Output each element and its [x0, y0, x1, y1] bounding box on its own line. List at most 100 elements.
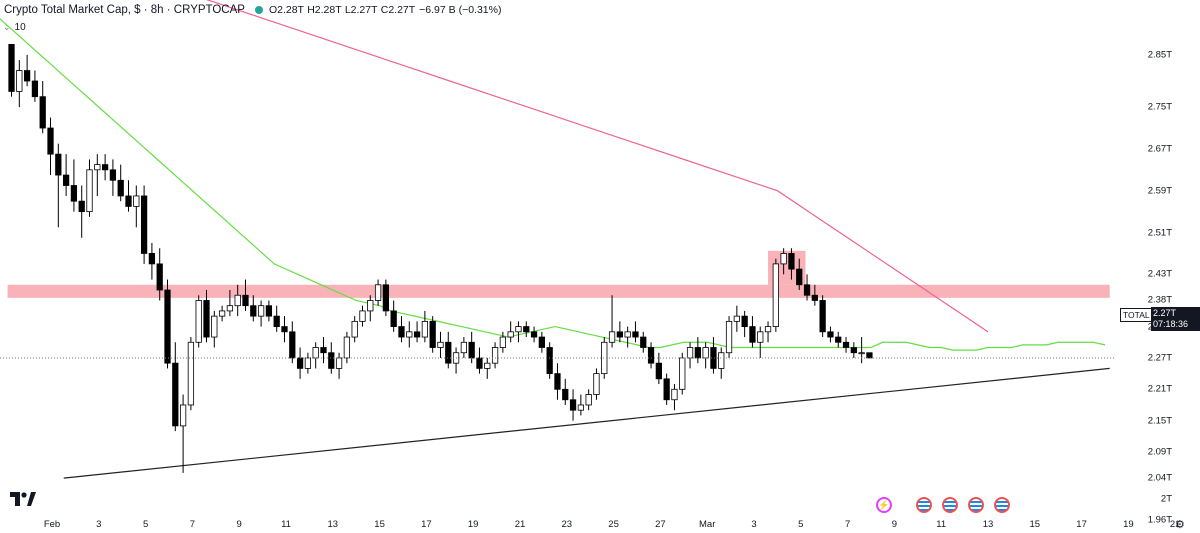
candle	[8, 44, 15, 97]
candle	[78, 185, 85, 238]
chart-header: Crypto Total Market Cap, $ · 8h · CRYPTO…	[0, 0, 501, 20]
time-tick-label: 19	[1123, 519, 1134, 530]
gear-icon[interactable]: ⚙	[1175, 519, 1185, 531]
candle-body	[164, 289, 171, 364]
candle-body	[62, 174, 70, 186]
candle-body	[655, 362, 662, 380]
chevron-down-icon[interactable]: ⌄	[3, 22, 11, 32]
candle-body	[421, 320, 429, 338]
us-flag-event-icon[interactable]	[942, 497, 958, 513]
candle-body	[31, 80, 39, 98]
candle-body	[616, 331, 623, 338]
candle-body	[328, 352, 335, 369]
candle	[328, 342, 335, 374]
ma-slow-line	[206, 0, 989, 333]
candle-body	[226, 305, 234, 312]
candle-body	[179, 404, 187, 427]
candle-body	[140, 195, 148, 254]
candle	[663, 373, 670, 405]
tradingview-logo-icon[interactable]	[10, 492, 36, 511]
candle-body	[156, 263, 163, 291]
candle	[140, 185, 148, 264]
candle-body	[47, 127, 54, 155]
candle-body	[491, 347, 499, 364]
candle	[351, 316, 358, 343]
candle	[632, 321, 639, 343]
candle-body	[811, 294, 818, 301]
candle-body	[663, 378, 670, 401]
candle	[211, 310, 218, 348]
candle-body	[437, 341, 444, 348]
ohlc-low: L2.27T	[344, 4, 378, 16]
candle-body	[819, 300, 826, 333]
candle	[858, 337, 865, 364]
candle	[608, 295, 616, 348]
candle-body	[265, 305, 273, 317]
indicator-legend[interactable]: ⌄ 10	[3, 22, 26, 33]
resistance-zone	[7, 284, 1110, 298]
candle	[242, 279, 249, 311]
candle	[187, 337, 195, 411]
candle	[640, 331, 647, 353]
candle	[562, 378, 569, 405]
candle	[593, 368, 600, 400]
lightning-event-icon[interactable]: ⚡	[876, 497, 892, 513]
candle	[476, 347, 483, 374]
event-markers[interactable]: ⚡	[876, 497, 1010, 513]
candle	[577, 394, 584, 416]
candle-body	[858, 352, 865, 355]
candle	[23, 54, 31, 87]
time-tick-label: 17	[1076, 519, 1087, 530]
candle	[811, 284, 818, 306]
candle-body	[515, 326, 522, 333]
candle	[156, 248, 163, 301]
candle	[460, 337, 468, 358]
candle	[195, 295, 202, 348]
candle	[172, 342, 179, 432]
candle	[850, 342, 857, 358]
us-flag-event-icon[interactable]	[968, 497, 984, 513]
candle	[47, 117, 54, 176]
price-tick-label: 2.21T	[1147, 383, 1172, 395]
candle-body	[382, 284, 390, 312]
candle-body	[187, 341, 195, 406]
bar-countdown: 07:18:36	[1153, 319, 1189, 329]
candle-body	[406, 331, 413, 338]
candle	[398, 316, 405, 343]
candle-body	[866, 352, 873, 359]
us-flag-event-icon[interactable]	[994, 497, 1010, 513]
candle	[421, 310, 429, 343]
candle-body	[718, 352, 725, 369]
last-price: 2.27T	[1153, 308, 1177, 318]
candle	[499, 331, 506, 353]
candle	[491, 342, 499, 369]
us-flag-event-icon[interactable]	[916, 497, 932, 513]
candle-body	[304, 357, 312, 369]
candle-body	[390, 310, 397, 327]
ohlc-close: C2.27T	[380, 4, 416, 16]
price-tick-label: 2.51T	[1147, 227, 1172, 239]
candle-body	[374, 284, 382, 301]
candle	[281, 316, 288, 343]
candle	[31, 70, 39, 102]
time-tick-label: 25	[608, 519, 619, 530]
candle-body	[148, 253, 156, 265]
time-tick-label: 5	[142, 519, 149, 530]
time-tick-label: 23	[561, 519, 573, 530]
candle	[70, 159, 78, 212]
candle-body	[741, 315, 748, 327]
candle	[671, 384, 678, 411]
candle	[835, 331, 842, 348]
candle-body	[242, 294, 249, 307]
candle	[304, 352, 312, 374]
candle	[312, 342, 319, 369]
candle	[359, 305, 366, 327]
candle-body	[23, 70, 31, 82]
candle	[320, 337, 327, 364]
time-tick-label: 21	[514, 519, 526, 530]
candle-body	[468, 341, 475, 359]
time-tick-label: 11	[281, 519, 291, 530]
candle	[16, 60, 23, 108]
candle	[203, 290, 210, 343]
